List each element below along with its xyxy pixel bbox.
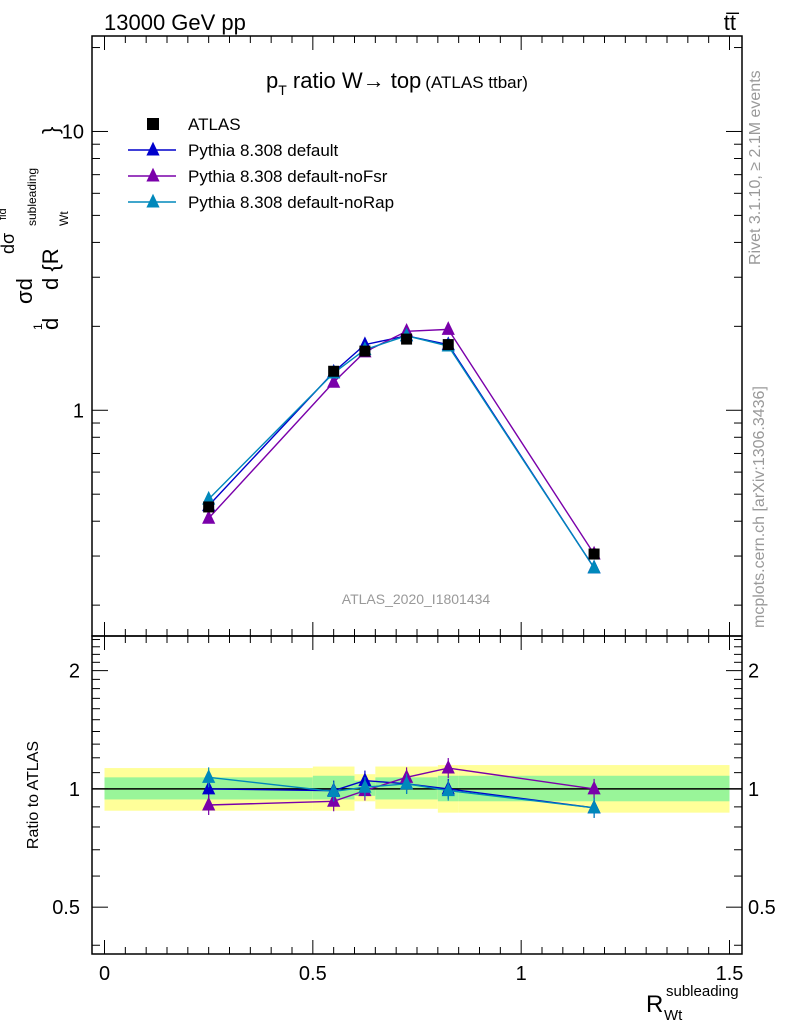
x-tick-label: 1.5 <box>716 963 744 985</box>
series-marker-ratio <box>587 799 601 814</box>
series-marker-ratio <box>327 783 341 797</box>
header-energy: 13000 GeV pp <box>104 10 246 35</box>
y-label-d: d <box>38 318 63 330</box>
y-label-brace: } <box>38 127 63 134</box>
atlas-point <box>203 501 215 513</box>
series-marker-upper <box>587 559 601 574</box>
series-marker-upper <box>327 374 341 388</box>
series-marker-ratio <box>399 775 414 790</box>
atlas-point <box>401 333 413 345</box>
series-marker-upper <box>202 509 216 524</box>
y-tick-label-lower: 1 <box>69 779 80 801</box>
series-marker-ratio <box>441 759 455 774</box>
x-axis-label: R <box>646 991 663 1018</box>
x-tick-label: 1 <box>516 963 527 985</box>
legend-marker <box>146 167 160 182</box>
y-label-sigma: σd <box>12 278 37 304</box>
legend-marker <box>146 141 160 156</box>
y-label-subleading: subleading <box>25 168 39 226</box>
series-marker-ratio <box>202 769 216 783</box>
data-series <box>202 321 601 818</box>
y-tick-label-lower: 2 <box>69 661 80 683</box>
series-marker-ratio <box>202 780 216 795</box>
series-line-ratio <box>208 767 595 806</box>
legend-label: Pythia 8.308 default <box>188 141 339 160</box>
side-label-source: mcplots.cern.ch [arXiv:1306.3436] <box>751 386 768 628</box>
legend-label: Pythia 8.308 default-noRap <box>188 193 394 212</box>
series-line-ratio <box>208 779 595 809</box>
x-tick-label: 0 <box>99 963 110 985</box>
y-tick-label-lower-right: 1 <box>748 779 759 801</box>
plot-title: pT ratio W→ top (ATLAS ttbar) <box>266 68 528 98</box>
y-label-dR: d {R <box>38 248 63 290</box>
x-tick-label: 0.5 <box>299 963 327 985</box>
atlas-point <box>359 345 371 357</box>
x-axis-label-sup: subleading <box>666 983 739 1000</box>
series-line-upper <box>208 328 595 555</box>
legend-label: ATLAS <box>188 115 241 134</box>
legend: ATLAS Pythia 8.308 default Pythia 8.308 de… <box>128 115 394 212</box>
legend-marker-atlas <box>147 118 159 130</box>
series-line-ratio <box>208 776 595 809</box>
series-marker-ratio <box>358 778 372 793</box>
header-process: tt̅ <box>724 10 740 35</box>
y-label-dsigma: dσ <box>0 233 18 254</box>
analysis-watermark: ATLAS_2020_I1801434 <box>342 591 491 607</box>
legend-marker <box>146 193 160 208</box>
atlas-point <box>588 548 600 560</box>
axis-ticks: 0 0.5 1 1.5 10 1 2 2 1 1 0.5 0.5 <box>52 36 776 985</box>
series-line-upper <box>208 335 595 569</box>
y-label-Wt: Wt <box>57 211 71 226</box>
series-marker-upper <box>202 490 216 505</box>
series-marker-ratio <box>441 782 455 797</box>
series-marker-ratio <box>587 780 601 795</box>
y-tick-label-upper: 1 <box>73 400 84 422</box>
x-axis-label-sub: Wt <box>664 1007 683 1024</box>
series-marker-ratio <box>202 796 216 811</box>
y-tick-label-lower: 0.5 <box>52 897 80 919</box>
series-line-upper <box>208 335 595 569</box>
atlas-point <box>328 365 340 377</box>
y-tick-label-upper: 10 <box>62 121 84 143</box>
y-label-fid: fid <box>0 208 9 220</box>
legend-label: Pythia 8.308 default-noFsr <box>188 167 388 186</box>
atlas-point <box>442 339 454 351</box>
series-marker-upper <box>441 321 455 335</box>
y-tick-label-lower-right: 0.5 <box>748 897 776 919</box>
y-label-1: 1 <box>31 323 45 330</box>
side-label-events: Rivet 3.1.10, ≥ 2.1M events <box>747 70 764 265</box>
y-axis-label-lower: Ratio to ATLAS <box>25 741 42 849</box>
ratio-bands <box>92 765 742 813</box>
y-axis-label-upper: d 1 σd dσ fid d {R subleading Wt } <box>0 127 71 330</box>
y-tick-label-lower-right: 2 <box>748 661 759 683</box>
